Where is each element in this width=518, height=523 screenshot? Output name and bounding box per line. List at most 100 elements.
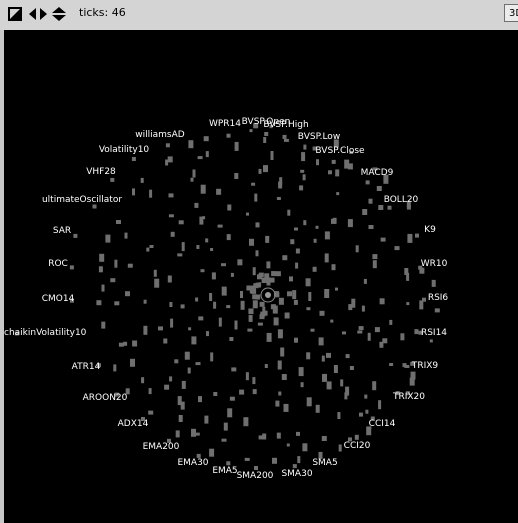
node-label[interactable]: SMA200 [237,471,274,481]
graph-node [303,144,307,150]
label-node-marker [226,461,231,466]
graph-node [187,367,191,374]
graph-node [322,373,327,382]
graph-node [255,250,259,257]
ticks-counter: ticks: 46 [79,6,126,19]
graph-node [113,364,117,372]
pin-corner-icon[interactable] [8,7,22,21]
graph-node [376,186,382,191]
node-label[interactable]: CMO14 [42,294,75,304]
graph-node [354,434,359,440]
node-label[interactable]: AROON20 [83,393,128,403]
graph-node [149,245,154,248]
node-label[interactable]: SAR [53,226,71,236]
graph-node [434,308,440,313]
graph-node [221,438,227,442]
node-label[interactable]: BVSP.High [263,120,308,130]
graph-node [234,141,239,151]
node-label[interactable]: MACD9 [361,168,394,178]
graph-node [284,312,290,319]
graph-node [169,302,173,307]
graph-node [234,173,239,179]
node-label[interactable]: ATR14 [72,362,101,372]
graph-node [357,330,363,334]
graph-node [374,327,380,333]
graph-node [394,246,400,251]
graph-node [143,325,148,335]
graph-node [355,245,359,253]
graph-node [286,443,290,447]
node-label[interactable]: ultimateOscillator [42,195,122,205]
node-label[interactable]: WR10 [421,259,448,269]
node-label[interactable]: TRIX9 [411,361,439,371]
node-label[interactable]: EMA30 [177,458,208,468]
graph-node [255,282,261,288]
graph-node [105,234,111,243]
node-label[interactable]: RSI14 [421,328,447,338]
label-node-marker [254,466,258,470]
left-right-arrows-icon[interactable] [29,7,47,21]
graph-node [405,391,410,396]
graph-node [380,237,386,242]
graph-node [298,367,304,377]
node-label[interactable]: EMA200 [143,442,180,452]
graph-node [333,365,338,373]
graph-node [263,165,268,173]
node-label[interactable]: ADX14 [118,419,149,429]
label-node-marker [292,464,297,469]
node-label[interactable]: RSI6 [428,293,449,303]
node-label[interactable]: SMA5 [312,458,337,468]
center-ring [260,287,276,303]
node-label[interactable]: BVSP.Low [298,132,340,142]
graph-node [324,253,329,263]
graph-node [344,392,348,400]
graph-node [406,201,411,208]
node-label[interactable]: TRIX20 [392,392,425,402]
graph-node [148,410,154,415]
graph-node [194,202,199,208]
node-label[interactable]: ROC [48,259,68,269]
graph-node [281,374,287,380]
graph-node [348,304,353,311]
graph-node [177,253,183,257]
graph-node [213,392,218,396]
graph-node [177,396,182,406]
graph-node [279,177,283,186]
node-label[interactable]: BOLL20 [384,195,419,205]
graph-node [347,219,353,228]
node-label[interactable]: EMA5 [212,466,237,476]
node-label[interactable]: williamsAD [135,130,184,140]
graph-node [294,227,298,231]
graph-node [264,273,270,279]
node-label[interactable]: CCI14 [369,419,396,429]
graph-node [336,192,340,196]
node-label[interactable]: BVSP.Open [242,117,291,127]
graph-node [409,377,415,386]
label-node-marker [348,437,352,442]
node-label[interactable]: BVSP.Close [315,146,365,156]
graph-node [270,304,276,310]
node-label[interactable]: SMA30 [281,469,312,479]
graph-node [163,338,168,344]
label-node-marker [70,298,74,303]
graph-node [206,331,209,337]
node-label[interactable]: VHF28 [86,167,116,177]
graph-node [299,185,304,191]
graph-node [378,400,382,410]
graph-node [278,297,284,305]
node-label[interactable]: WPR14 [209,119,241,129]
network-graph-view[interactable]: BVSP.Open WPR14 BVSP.High BVSP.Low BVSP.Clos… [4,30,518,523]
node-label[interactable]: K9 [424,225,436,235]
graph-node [404,268,409,275]
3d-view-button[interactable]: 3D [504,4,518,22]
graph-node [221,263,226,267]
graph-node [254,193,258,202]
graph-node [295,262,299,269]
label-node-marker [370,416,375,421]
node-label[interactable]: Volatility10 [99,145,150,155]
node-label[interactable]: CCI20 [344,441,371,451]
graph-node [168,193,174,198]
up-down-arrows-icon[interactable] [51,7,67,21]
node-label[interactable]: chaikinVolatility10 [4,328,87,338]
